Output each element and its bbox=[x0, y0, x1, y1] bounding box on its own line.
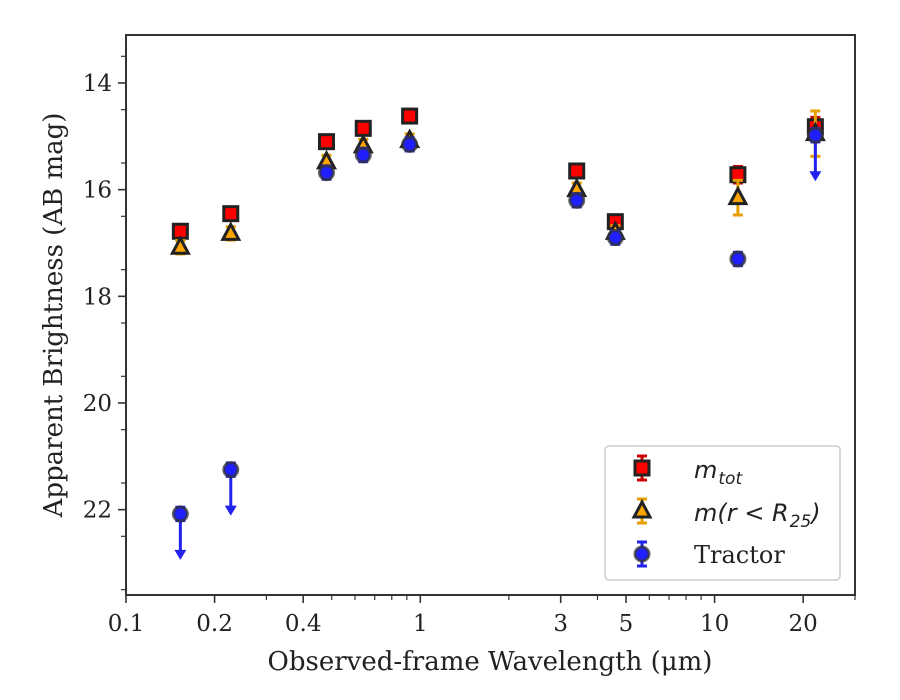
data-point bbox=[222, 205, 240, 223]
data-point bbox=[354, 146, 372, 164]
x-axis-label: Observed-frame Wavelength (μm) bbox=[268, 647, 713, 677]
legend: mtot m(r < R25) Tractor bbox=[604, 445, 841, 581]
x-tick-label: 10 bbox=[700, 611, 729, 637]
x-tick-label: 0.2 bbox=[196, 611, 233, 637]
data-marks bbox=[169, 107, 826, 560]
y-tick-label: 16 bbox=[83, 178, 112, 204]
legend-box bbox=[604, 445, 841, 581]
data-point bbox=[727, 185, 749, 206]
legend-markers bbox=[631, 454, 653, 568]
upper-limit-arrow-head bbox=[809, 171, 822, 182]
data-point bbox=[401, 107, 419, 125]
x-tick-label: 5 bbox=[619, 611, 634, 637]
x-tick-label: 0.1 bbox=[108, 611, 145, 637]
data-point bbox=[317, 164, 335, 182]
data-point bbox=[568, 162, 586, 180]
data-point bbox=[220, 221, 242, 241]
legend-marker bbox=[633, 459, 651, 477]
y-axis: 14 16 18 20 22 bbox=[83, 55, 126, 591]
data-point bbox=[222, 461, 240, 479]
data-point bbox=[568, 191, 586, 209]
data-point bbox=[729, 250, 747, 268]
data-point bbox=[806, 126, 824, 144]
y-axis-label: Apparent Brightness (AB mag) bbox=[39, 113, 69, 519]
y-tick-label: 14 bbox=[83, 71, 112, 97]
series-3 bbox=[171, 126, 824, 560]
data-point bbox=[317, 133, 335, 151]
legend-marker bbox=[633, 545, 651, 563]
upper-limit-arrow-head bbox=[174, 549, 187, 560]
x-tick-label: 1 bbox=[413, 611, 428, 637]
x-tick-label: 20 bbox=[789, 611, 818, 637]
x-tick-label: 0.4 bbox=[285, 611, 322, 637]
data-point bbox=[171, 505, 189, 523]
y-tick-label: 22 bbox=[83, 498, 112, 524]
data-point bbox=[354, 119, 372, 137]
x-tick-label: 3 bbox=[553, 611, 568, 637]
y-tick-label: 18 bbox=[83, 284, 112, 310]
upper-limit-arrow-head bbox=[224, 505, 237, 516]
legend-label-tractor: Tractor bbox=[694, 541, 785, 569]
legend-label-mr25: m(r < R25) bbox=[694, 499, 821, 532]
y-tick-label: 20 bbox=[83, 391, 112, 417]
data-point bbox=[169, 235, 191, 255]
data-point bbox=[401, 135, 419, 153]
legend-marker bbox=[631, 498, 653, 519]
x-axis: 0.1 0.2 0.4 1 3 5 10 20 bbox=[108, 595, 856, 637]
data-point bbox=[606, 229, 624, 247]
